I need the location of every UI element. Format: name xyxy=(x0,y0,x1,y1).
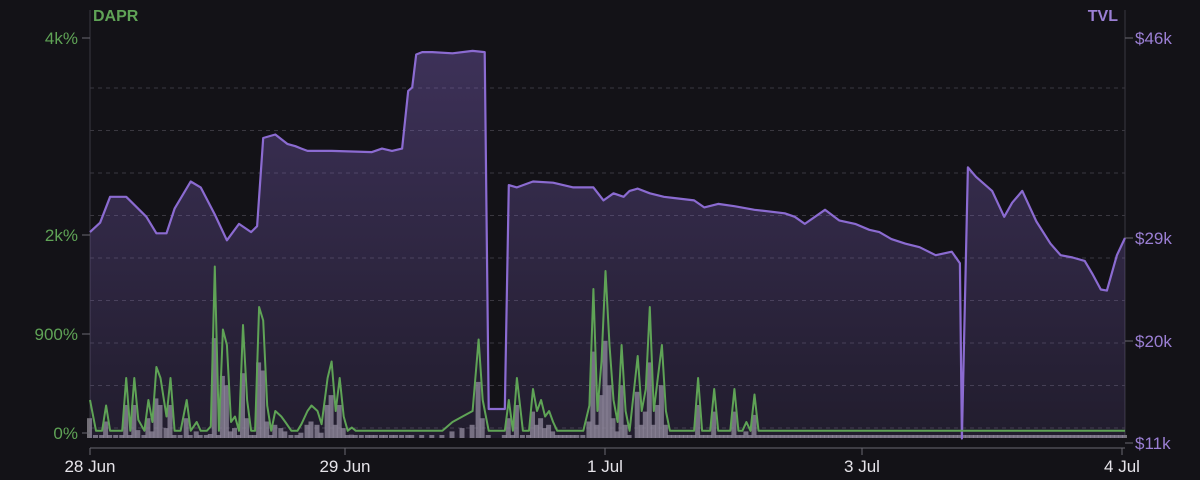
x-tick-label: 4 Jul xyxy=(1104,457,1140,476)
left-tick-label: 4k% xyxy=(45,29,78,48)
left-tick-label: 0% xyxy=(53,424,78,443)
left-tick-label: 2k% xyxy=(45,226,78,245)
left-tick-label: 900% xyxy=(35,325,78,344)
dapr-line xyxy=(89,265,1125,432)
dapr-series-line xyxy=(89,265,1125,432)
tvl-area-fill xyxy=(90,50,1125,439)
right-tick-label: $20k xyxy=(1135,332,1172,351)
right-tick-label: $46k xyxy=(1135,29,1172,48)
x-tick-label: 3 Jul xyxy=(844,457,880,476)
tvl-area xyxy=(89,49,1126,440)
right-tick-label: $29k xyxy=(1135,229,1172,248)
right-tick-label: $11k xyxy=(1135,434,1171,453)
x-tick-label: 1 Jul xyxy=(587,457,623,476)
axes: DAPR TVL 0% 900% 2k% 4k% $11k $20k $29k $46k 28 Ju… xyxy=(35,8,1173,476)
volume-bar xyxy=(87,418,92,438)
x-tick-label: 29 Jun xyxy=(319,457,370,476)
tvl-line xyxy=(89,49,1126,440)
x-tick-label: 28 Jun xyxy=(64,457,115,476)
right-axis-title: TVL xyxy=(1088,8,1118,25)
left-axis-title: DAPR xyxy=(93,8,139,25)
